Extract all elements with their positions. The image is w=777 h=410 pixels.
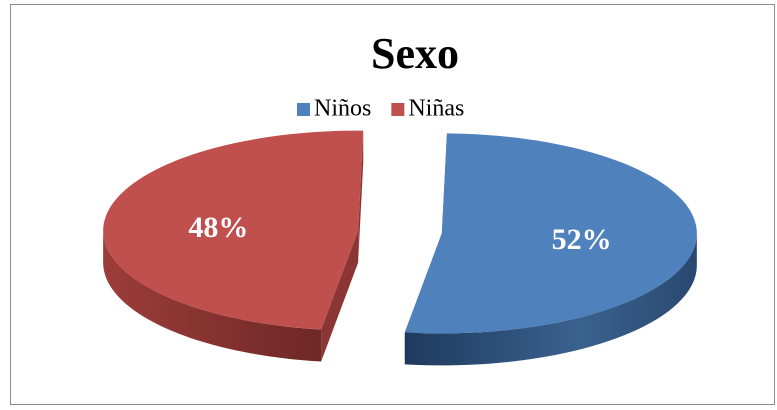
legend-swatch bbox=[391, 103, 405, 116]
data-label: 52% bbox=[552, 223, 612, 256]
pie-slice bbox=[404, 133, 697, 334]
chart-title: Sexo bbox=[371, 29, 459, 78]
legend-label: Niñas bbox=[408, 96, 464, 122]
legend-label: Niños bbox=[314, 96, 371, 122]
slice-side bbox=[358, 130, 364, 263]
pie-slice bbox=[103, 130, 364, 330]
legend-swatch bbox=[297, 103, 310, 116]
slice-side bbox=[321, 230, 359, 362]
slice-wall bbox=[103, 230, 322, 362]
data-label: 48% bbox=[188, 211, 248, 244]
